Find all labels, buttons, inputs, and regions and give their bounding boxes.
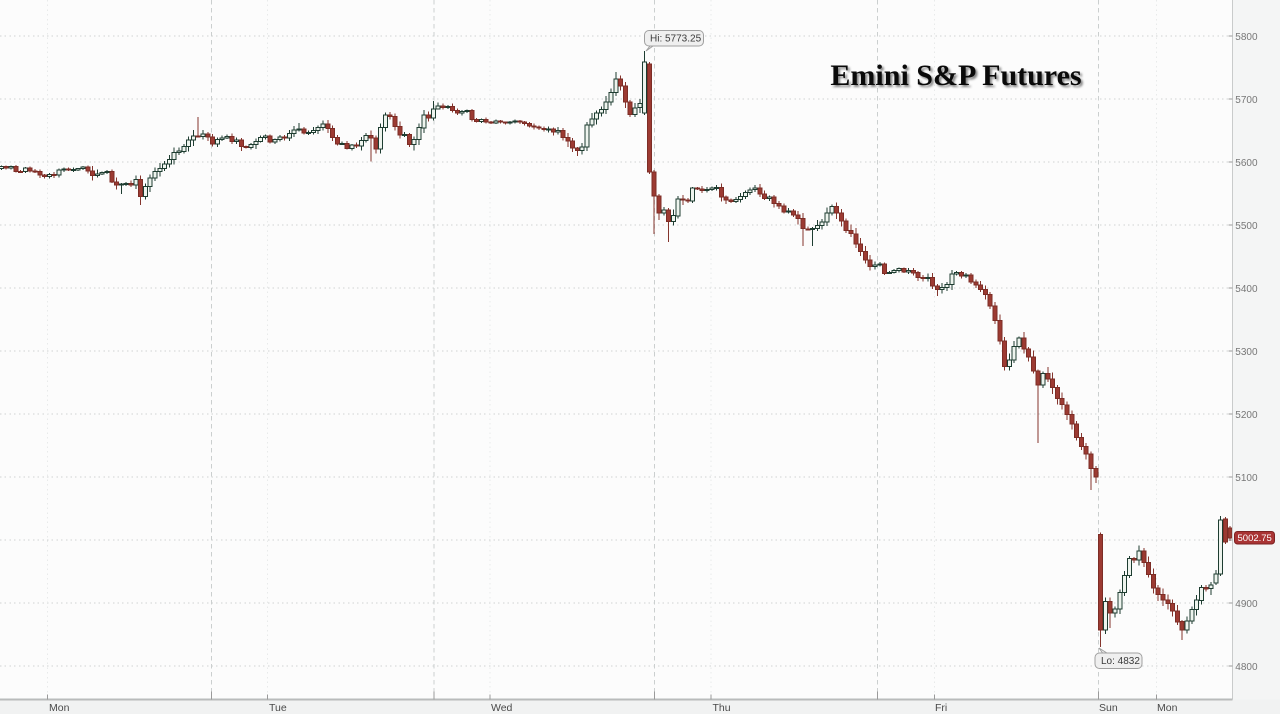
svg-text:Mon: Mon [49, 702, 70, 714]
svg-text:Thu: Thu [713, 702, 731, 714]
svg-text:Wed: Wed [491, 702, 513, 714]
svg-text:5600: 5600 [1235, 158, 1258, 169]
svg-text:5200: 5200 [1235, 410, 1258, 421]
svg-text:4800: 4800 [1235, 662, 1258, 673]
svg-text:5800: 5800 [1235, 32, 1258, 43]
svg-text:Fri: Fri [935, 702, 947, 714]
svg-text:5100: 5100 [1235, 473, 1258, 484]
svg-text:Hi: 5773.25: Hi: 5773.25 [650, 34, 702, 45]
svg-text:Lo: 4832: Lo: 4832 [1101, 656, 1140, 667]
svg-text:Mon: Mon [1157, 702, 1178, 714]
svg-text:4900: 4900 [1235, 599, 1258, 610]
svg-text:5400: 5400 [1235, 284, 1258, 295]
svg-text:5002.75: 5002.75 [1238, 533, 1272, 544]
svg-text:Emini S&P Futures: Emini S&P Futures [830, 59, 1081, 92]
svg-text:Sun: Sun [1099, 702, 1118, 714]
svg-text:5300: 5300 [1235, 347, 1258, 358]
svg-text:5700: 5700 [1235, 95, 1258, 106]
svg-text:Tue: Tue [269, 702, 287, 714]
svg-text:5500: 5500 [1235, 221, 1258, 232]
